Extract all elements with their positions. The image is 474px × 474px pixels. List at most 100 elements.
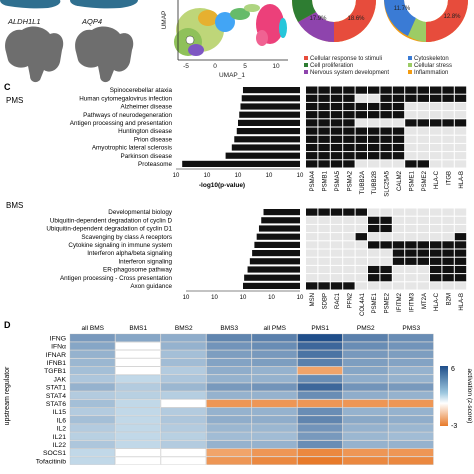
bms-bar [247, 266, 300, 273]
bms-matrix-cell [380, 233, 392, 241]
pms-matrix-cell [330, 119, 343, 127]
heatmap-cell [206, 407, 252, 416]
heatmap-cell [342, 407, 389, 416]
pms-gene-label: PSMA5 [335, 170, 341, 191]
bms-label: BMS [6, 201, 23, 210]
pms-matrix-cell [392, 86, 405, 94]
pms-matrix-cell [368, 102, 380, 111]
heatmap-cell [160, 358, 207, 367]
bms-matrix-cell [417, 257, 429, 265]
heatmap-cell [115, 333, 161, 342]
heatmap-cell [342, 366, 389, 375]
heatmap-cell [115, 456, 161, 465]
pms-gene-label: ITGB [447, 171, 453, 185]
heatmap-cell [206, 374, 252, 383]
gene-label-aldh1l1: ALDH1L1 [7, 17, 41, 26]
pms-bar [239, 111, 300, 118]
bms-enrichment: BMS Developmental biologyUbiquitin-depen… [6, 201, 467, 316]
bms-term-label: Scavenging by class A receptors [81, 234, 172, 241]
heatmap-cell [388, 366, 434, 375]
pms-matrix-cell [330, 86, 343, 94]
heatmap-cell [297, 366, 343, 375]
pms-matrix-cell [380, 135, 392, 143]
bms-matrix-cell [306, 241, 318, 249]
pms-matrix-cell [380, 102, 392, 111]
heatmap-cell [297, 407, 343, 416]
bms-matrix-cell [392, 249, 405, 257]
bms-matrix-cell [318, 224, 330, 233]
heatmap-cell [115, 448, 161, 457]
pms-matrix-cell [417, 102, 429, 111]
pms-matrix-cell [318, 119, 330, 127]
bms-matrix-cell [318, 216, 330, 224]
heatmap-row-label: IL6 [57, 417, 67, 424]
heatmap-cell [69, 333, 116, 342]
bms-gene-label: B2M [447, 293, 453, 305]
heatmap-cell [342, 432, 389, 441]
bms-matrix-cell [380, 274, 392, 282]
umap-scatter [174, 4, 287, 56]
pms-matrix-cell [343, 152, 355, 160]
pms-matrix-cell [380, 127, 392, 135]
bms-matrix-cell [343, 265, 355, 274]
heatmap-cell [206, 358, 252, 367]
pms-matrix-cell [392, 152, 405, 160]
pms-matrix-cell [330, 160, 343, 168]
pathway-legend: Cellular response to stimuli Cell prolif… [304, 56, 452, 76]
heatmap-cell [297, 399, 343, 408]
heatmap-row-label: IL15 [53, 409, 66, 416]
pms-matrix-cell [380, 160, 392, 168]
bms-matrix-cell [430, 282, 442, 290]
pms-matrix-cell [380, 119, 392, 127]
panel-letter-d: D [4, 320, 11, 330]
bms-term-label: Ubiquitin-dependent degradation of cycli… [50, 217, 173, 224]
pms-matrix-cell [442, 102, 454, 111]
heatmap-cell [251, 399, 298, 408]
bms-matrix-cell [430, 241, 442, 249]
pms-matrix-cell [454, 152, 467, 160]
pms-matrix-cell [430, 111, 442, 119]
bms-matrix-cell [442, 224, 454, 233]
bms-gene-label: PSME2 [385, 292, 391, 313]
bms-matrix-cell [355, 274, 367, 282]
pms-matrix-cell [318, 152, 330, 160]
brain-silhouette-aqp4 [75, 26, 134, 83]
bms-matrix-cell [306, 274, 318, 282]
pms-matrix-cell [318, 135, 330, 143]
heatmap-column-header: PMS3 [402, 325, 420, 332]
pms-matrix-cell [318, 127, 330, 135]
bms-term-label: Antigen processing - Cross presentation [60, 275, 173, 282]
bms-matrix-cell [306, 257, 318, 265]
heatmap-cell [297, 448, 343, 457]
heatmap-cell [297, 456, 343, 465]
bms-matrix-cell [368, 274, 380, 282]
heatmap-cell [160, 333, 207, 342]
heatmap-row-label: JAK [54, 376, 67, 383]
heatmap-cell [342, 415, 389, 424]
bms-bar [252, 250, 300, 257]
bms-matrix-cell [392, 233, 405, 241]
pms-matrix-cell [306, 160, 318, 168]
pms-term-label: Spinocerebellar ataxia [110, 87, 173, 94]
bms-matrix-cell [343, 249, 355, 257]
heatmap-cell [115, 424, 161, 432]
bms-matrix-cell [330, 241, 343, 249]
pms-matrix-cell [368, 160, 380, 168]
bms-matrix-cell [355, 216, 367, 224]
pms-matrix-cell [306, 102, 318, 111]
pms-term-label: Pathways of neurodegeneration [83, 112, 172, 119]
bms-matrix-cell [306, 233, 318, 241]
bms-matrix-cell [430, 216, 442, 224]
pms-matrix-cell [405, 160, 417, 168]
heatmap-cell [297, 374, 343, 383]
heatmap-cell [69, 432, 116, 441]
heatmap-cell [251, 342, 298, 350]
pms-matrix-cell [368, 152, 380, 160]
pms-matrix-cell [306, 135, 318, 143]
heatmap-column-header: PMS1 [311, 325, 329, 332]
heatmap-cell [69, 440, 116, 449]
heatmap-cell [115, 342, 161, 350]
pms-gene-label: PSME2 [422, 170, 428, 191]
bms-matrix-cell [380, 241, 392, 249]
